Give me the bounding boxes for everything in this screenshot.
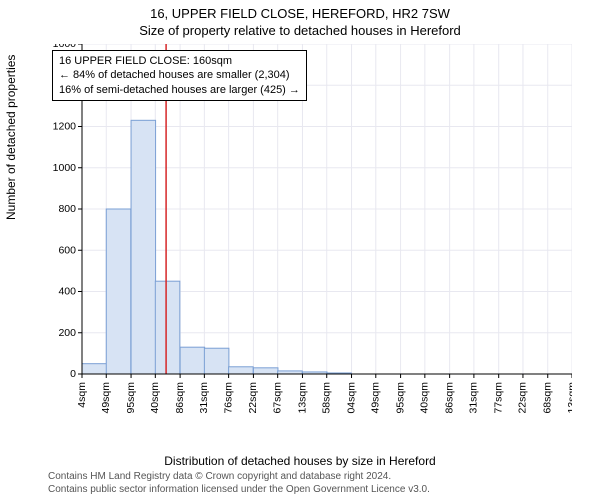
svg-text:868sqm: 868sqm	[542, 382, 554, 414]
svg-text:4sqm: 4sqm	[76, 382, 88, 408]
annotation-line-2: ← 84% of detached houses are smaller (2,…	[59, 68, 300, 82]
svg-text:140sqm: 140sqm	[149, 382, 161, 414]
svg-text:200: 200	[58, 327, 76, 339]
title-line-2: Size of property relative to detached ho…	[0, 23, 600, 38]
svg-text:276sqm: 276sqm	[222, 382, 234, 414]
svg-text:800: 800	[58, 203, 76, 215]
svg-text:913sqm: 913sqm	[566, 382, 572, 414]
svg-text:595sqm: 595sqm	[394, 382, 406, 414]
y-axis-label: Number of detached properties	[4, 55, 18, 220]
svg-text:504sqm: 504sqm	[345, 382, 357, 414]
annotation-box: 16 UPPER FIELD CLOSE: 160sqm ← 84% of de…	[52, 50, 307, 101]
x-axis-label: Distribution of detached houses by size …	[0, 454, 600, 468]
chart-title-block: 16, UPPER FIELD CLOSE, HEREFORD, HR2 7SW…	[0, 0, 600, 38]
annotation-line-3: 16% of semi-detached houses are larger (…	[59, 83, 300, 97]
svg-text:686sqm: 686sqm	[443, 382, 455, 414]
svg-text:367sqm: 367sqm	[271, 382, 283, 414]
svg-text:549sqm: 549sqm	[370, 382, 382, 414]
svg-text:458sqm: 458sqm	[321, 382, 333, 414]
svg-text:400: 400	[58, 286, 76, 298]
title-line-1: 16, UPPER FIELD CLOSE, HEREFORD, HR2 7SW	[0, 6, 600, 21]
svg-text:231sqm: 231sqm	[198, 382, 210, 414]
svg-text:731sqm: 731sqm	[468, 382, 480, 414]
svg-text:1000: 1000	[53, 162, 77, 174]
svg-text:95sqm: 95sqm	[125, 382, 137, 414]
svg-text:186sqm: 186sqm	[174, 382, 186, 414]
svg-text:49sqm: 49sqm	[100, 382, 112, 414]
svg-text:413sqm: 413sqm	[296, 382, 308, 414]
svg-text:0: 0	[70, 368, 76, 380]
chart-area: 020040060080010001200140016004sqm49sqm95…	[52, 44, 572, 414]
attribution-line-2: Contains public sector information licen…	[48, 484, 430, 497]
svg-text:822sqm: 822sqm	[517, 382, 529, 414]
svg-text:640sqm: 640sqm	[419, 382, 431, 414]
svg-text:1200: 1200	[53, 121, 77, 133]
svg-text:777sqm: 777sqm	[492, 382, 504, 414]
svg-text:322sqm: 322sqm	[247, 382, 259, 414]
attribution-line-1: Contains HM Land Registry data © Crown c…	[48, 471, 430, 484]
svg-text:600: 600	[58, 244, 76, 256]
attribution-block: Contains HM Land Registry data © Crown c…	[48, 471, 430, 496]
annotation-line-1: 16 UPPER FIELD CLOSE: 160sqm	[59, 54, 300, 68]
